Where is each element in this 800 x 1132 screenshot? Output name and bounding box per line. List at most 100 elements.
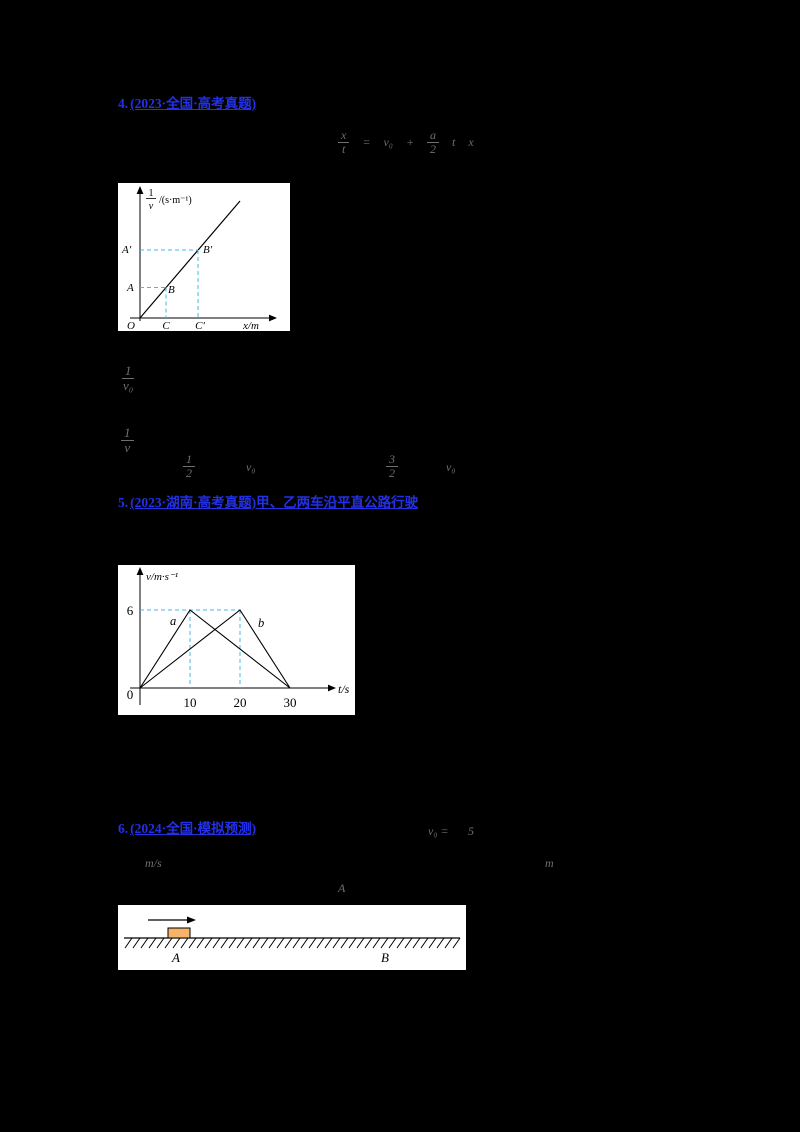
hatch-stroke xyxy=(356,937,365,949)
question-6-link[interactable]: (2024·全国·模拟预测) xyxy=(130,821,257,836)
fig1-label-C: C xyxy=(162,320,170,331)
hatch-stroke xyxy=(308,937,317,949)
hatch-stroke xyxy=(252,937,261,949)
fig2-ylabel: v/m·s⁻¹ xyxy=(146,571,178,583)
faint-fraction-bottom: 1 v xyxy=(121,425,134,456)
fig2-y-axis-arrow xyxy=(136,567,144,575)
hatch-stroke xyxy=(340,937,349,949)
hatch-stroke xyxy=(444,937,453,949)
hatch-stroke xyxy=(332,937,341,949)
question-6-faint-5: 5 xyxy=(468,824,474,838)
fig2-canvas: v/m·s⁻¹ t/s 6 0 10 20 30 a b xyxy=(127,567,350,710)
fig2-x-axis-arrow xyxy=(328,684,336,692)
hatch-stroke xyxy=(452,937,461,949)
hatch-stroke xyxy=(148,937,157,949)
fig2-xtick-10: 10 xyxy=(184,695,197,710)
question-5-link[interactable]: (2023·湖南·高考真题)甲、乙两车沿平直公路行驶 xyxy=(130,495,419,510)
hatch-stroke xyxy=(156,937,165,949)
faint-fraction-top: 1 v₀ xyxy=(121,363,135,394)
question-6-line: 6. (2024·全国·模拟预测) xyxy=(118,821,257,837)
block xyxy=(167,927,191,939)
fig1-x-axis-arrow xyxy=(269,314,277,322)
option-1-fraction: 1 2 xyxy=(183,452,195,480)
option-4-value: v₀ xyxy=(446,460,456,474)
hatch-stroke xyxy=(196,937,205,949)
hatch-stroke xyxy=(348,937,357,949)
equation-fraction-2: a 2 xyxy=(427,128,440,156)
hatch-stroke xyxy=(268,937,277,949)
hatch-stroke xyxy=(204,937,213,949)
hatch-stroke xyxy=(260,937,269,949)
fig1-label-origin: O xyxy=(127,320,135,331)
question-6-faint-A: A xyxy=(338,881,346,895)
hatch-stroke xyxy=(284,937,293,949)
fig2-label-b: b xyxy=(258,616,264,630)
question-4-equation: x t = v₀ + a 2 t x xyxy=(338,128,474,156)
figure-3: A B xyxy=(118,905,466,970)
question-6-faint-m: m xyxy=(545,856,554,870)
fig1-canvas: 1 v /(s·m⁻¹) A′ B′ A B O C C′ x/m xyxy=(121,186,277,331)
fig2-xtick-30: 30 xyxy=(284,695,297,710)
fig1-graph-line xyxy=(139,200,241,319)
hatch-stroke xyxy=(388,937,397,949)
fig1-ylabel-denominator: v xyxy=(149,201,154,212)
question-4-link[interactable]: (2023·全国·高考真题) xyxy=(130,96,257,111)
hatch-stroke xyxy=(228,937,237,949)
fig1-ylabel-numerator: 1 xyxy=(149,188,154,199)
hatch-stroke xyxy=(316,937,325,949)
fig1-label-A-prime: A′ xyxy=(121,244,132,256)
question-5-number: 5. xyxy=(118,495,129,510)
option-2-value: v₀ xyxy=(246,460,256,474)
equation-equals: = xyxy=(362,135,371,150)
velocity-arrow-head xyxy=(187,916,196,924)
fig2-xlabel: t/s xyxy=(338,682,350,696)
ground-hatch xyxy=(124,937,461,949)
hatch-stroke xyxy=(180,937,189,949)
hatch-stroke xyxy=(140,937,149,949)
hatch-stroke xyxy=(164,937,173,949)
fig1-label-B-prime: B′ xyxy=(203,244,213,256)
hatch-stroke xyxy=(188,937,197,949)
hatch-stroke xyxy=(420,937,429,949)
figure-1: 1 v /(s·m⁻¹) A′ B′ A B O C C′ x/m xyxy=(118,183,290,331)
fig3-label-A: A xyxy=(171,950,180,965)
fig2-label-a: a xyxy=(170,614,176,628)
fig3-label-B: B xyxy=(381,950,389,965)
hatch-stroke xyxy=(292,937,301,949)
figure-2: v/m·s⁻¹ t/s 6 0 10 20 30 a b xyxy=(118,565,355,715)
hatch-stroke xyxy=(364,937,373,949)
hatch-stroke xyxy=(212,937,221,949)
hatch-stroke xyxy=(172,937,181,949)
fig1-label-A: A xyxy=(126,282,134,294)
hatch-stroke xyxy=(300,937,309,949)
fig2-xtick-20: 20 xyxy=(234,695,247,710)
hatch-stroke xyxy=(436,937,445,949)
hatch-stroke xyxy=(372,937,381,949)
hatch-stroke xyxy=(396,937,405,949)
hatch-stroke xyxy=(124,937,133,949)
option-3-fraction: 3 2 xyxy=(386,452,398,480)
fig2-origin: 0 xyxy=(127,687,134,702)
question-4-line: 4. (2023·全国·高考真题) xyxy=(118,96,257,112)
hatch-stroke xyxy=(244,937,253,949)
fig1-ylabel-unit: /(s·m⁻¹) xyxy=(159,195,192,206)
equation-term-1: v₀ xyxy=(383,135,393,150)
equation-plus: + xyxy=(405,135,415,150)
hatch-stroke xyxy=(236,937,245,949)
hatch-stroke xyxy=(132,937,141,949)
hatch-stroke xyxy=(404,937,413,949)
equation-tail-2: x xyxy=(468,135,474,150)
question-6-faint-ms: m/s xyxy=(145,856,162,870)
equation-fraction-1: x t xyxy=(338,128,350,156)
fig2-line-b xyxy=(139,609,291,689)
fig2-line-a xyxy=(139,609,291,689)
equation-tail: t xyxy=(452,135,456,150)
question-4-number: 4. xyxy=(118,96,129,111)
hatch-stroke xyxy=(276,937,285,949)
question-6-faint-v0: v₀ = xyxy=(428,824,449,838)
hatch-stroke xyxy=(428,937,437,949)
hatch-stroke xyxy=(380,937,389,949)
hatch-stroke xyxy=(412,937,421,949)
fig2-ytick-6: 6 xyxy=(127,603,134,618)
